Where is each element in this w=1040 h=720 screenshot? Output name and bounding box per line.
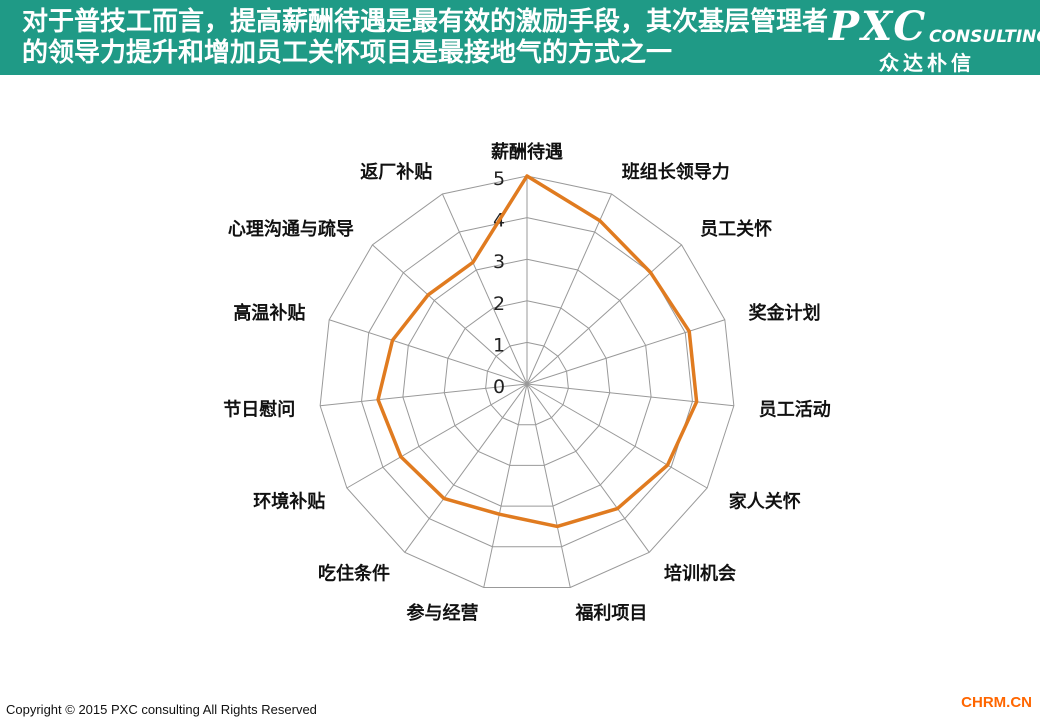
data-point-4 (695, 400, 699, 404)
spoke-3 (526, 319, 725, 385)
data-point-3 (687, 329, 691, 333)
grid-ring-4 (361, 217, 693, 548)
data-series-line (376, 174, 699, 529)
copyright-text: Copyright © 2015 PXC consulting All Righ… (6, 702, 317, 717)
header-bar: 对于普技工而言，提高薪酬待遇是最有效的激励手段，其次基层管理者的领导力提升和增加… (0, 0, 1040, 75)
category-label-5: 家人关怀 (729, 491, 801, 513)
grid-ring-2 (443, 300, 611, 466)
logo-consulting: CONSULTING (929, 27, 1040, 47)
category-label-13: 心理沟通与疏导 (228, 218, 354, 240)
spoke-14 (441, 193, 528, 385)
data-point-0 (525, 174, 529, 178)
logo-brand: PXC (829, 3, 928, 50)
data-point-8 (497, 512, 501, 516)
tick-label-1: 1 (493, 334, 505, 356)
data-point-1 (598, 219, 602, 223)
grid-ring-3 (402, 258, 652, 507)
category-label-11: 节日慰问 (223, 399, 295, 420)
tick-label-2: 2 (493, 293, 505, 315)
spoke-8 (483, 383, 528, 588)
data-point-9 (442, 496, 446, 500)
site-mark: CHRM.CN (961, 694, 1032, 711)
category-label-0: 薪酬待遇 (491, 141, 563, 163)
data-point-13 (426, 293, 430, 297)
spoke-11 (320, 383, 528, 407)
data-point-5 (666, 463, 670, 467)
spoke-12 (329, 319, 528, 385)
data-point-2 (649, 271, 653, 275)
spoke-10 (346, 383, 528, 489)
spoke-1 (526, 193, 613, 385)
category-label-7: 福利项目 (574, 602, 647, 624)
category-label-6: 培训机会 (664, 563, 736, 585)
tick-label-5: 5 (493, 168, 505, 190)
data-point-6 (615, 507, 619, 511)
spoke-9 (404, 383, 528, 553)
spoke-2 (526, 244, 682, 385)
spoke-5 (526, 383, 708, 489)
category-label-9: 吃住条件 (318, 563, 390, 585)
data-point-12 (390, 338, 394, 342)
category-label-12: 高温补贴 (233, 302, 305, 324)
page-title: 对于普技工而言，提高薪酬待遇是最有效的激励手段，其次基层管理者的领导力提升和增加… (22, 7, 829, 68)
spoke-4 (526, 383, 734, 407)
category-label-10: 环境补贴 (253, 491, 325, 513)
data-point-11 (376, 398, 380, 402)
tick-label-0: 0 (493, 376, 505, 398)
category-label-14: 返厂补贴 (360, 161, 432, 183)
spoke-13 (372, 244, 528, 385)
spoke-7 (526, 383, 571, 588)
category-label-4: 员工活动 (759, 398, 831, 420)
tick-label-3: 3 (493, 251, 505, 273)
grid-ring-1 (485, 341, 569, 426)
category-label-2: 员工关怀 (700, 218, 772, 240)
spoke-6 (526, 383, 650, 553)
data-point-14 (471, 260, 475, 264)
data-point-10 (399, 455, 403, 459)
radar-chart: 012345薪酬待遇班组长领导力员工关怀奖金计划员工活动家人关怀培训机会福利项目… (223, 141, 831, 624)
category-label-3: 奖金计划 (749, 302, 821, 324)
data-point-7 (555, 524, 559, 528)
grid-ring-5 (319, 175, 735, 588)
category-label-8: 参与经营 (407, 602, 479, 624)
pxc-logo: PXC CONSULTING 众达朴信 (829, 3, 1040, 75)
logo-chinese: 众达朴信 (879, 51, 975, 75)
category-label-1: 班组长领导力 (622, 161, 730, 183)
